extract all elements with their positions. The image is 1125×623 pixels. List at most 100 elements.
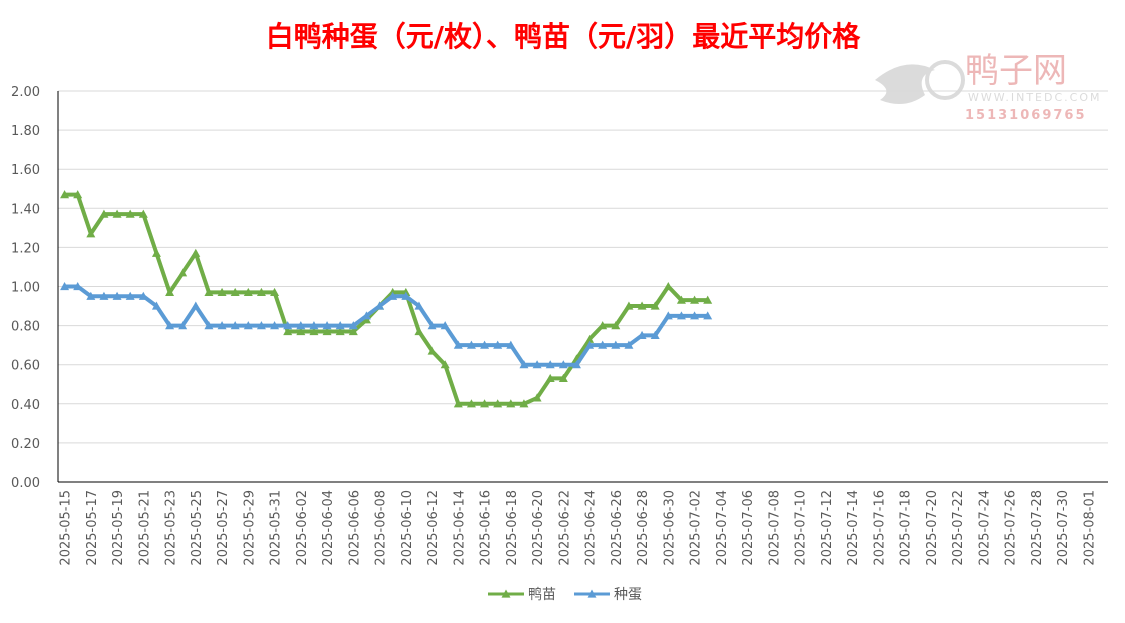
point-marker bbox=[388, 291, 398, 300]
x-tick-label: 2025-06-06 bbox=[347, 490, 362, 566]
point-marker bbox=[650, 330, 660, 339]
point-marker bbox=[558, 360, 568, 369]
point-marker bbox=[375, 301, 385, 310]
point-marker bbox=[138, 209, 148, 218]
point-marker bbox=[99, 209, 109, 218]
point-marker bbox=[545, 373, 555, 382]
point-marker bbox=[283, 321, 293, 330]
x-tick-label: 2025-07-18 bbox=[899, 490, 914, 566]
point-marker bbox=[296, 321, 306, 330]
y-tick-label: 1.00 bbox=[11, 281, 40, 296]
point-marker bbox=[230, 287, 240, 296]
x-tick-label: 2025-05-15 bbox=[59, 490, 74, 566]
point-marker bbox=[204, 287, 214, 296]
point-marker bbox=[506, 340, 516, 349]
x-tick-label: 2025-06-22 bbox=[557, 490, 572, 566]
watermark-logo-ring bbox=[925, 60, 965, 100]
point-marker bbox=[335, 326, 345, 336]
point-marker bbox=[519, 399, 529, 408]
point-marker bbox=[637, 301, 647, 310]
point-marker bbox=[703, 295, 713, 304]
point-marker bbox=[427, 346, 437, 355]
x-tick-label: 2025-07-10 bbox=[794, 490, 809, 566]
y-tick-label: 0.40 bbox=[11, 398, 40, 413]
point-marker bbox=[624, 301, 634, 310]
point-marker bbox=[270, 287, 280, 296]
x-tick-label: 2025-06-24 bbox=[584, 490, 599, 566]
x-tick-label: 2025-07-08 bbox=[767, 490, 782, 566]
x-tick-label: 2025-06-14 bbox=[452, 490, 467, 566]
point-marker bbox=[401, 291, 411, 300]
point-marker bbox=[230, 321, 240, 330]
x-tick-label: 2025-08-01 bbox=[1082, 490, 1097, 566]
chart-title: 白鸭种蛋（元/枚）、鸭苗（元/羽）最近平均价格 bbox=[266, 20, 861, 53]
x-tick-label: 2025-07-24 bbox=[977, 490, 992, 566]
x-tick-label: 2025-07-16 bbox=[872, 490, 887, 566]
x-tick-label: 2025-05-19 bbox=[111, 490, 126, 566]
point-marker bbox=[217, 287, 227, 296]
x-tick-label: 2025-07-02 bbox=[689, 490, 704, 566]
x-tick-label: 2025-06-10 bbox=[400, 490, 415, 566]
x-tick-label: 2025-07-14 bbox=[846, 490, 861, 566]
x-tick-label: 2025-07-22 bbox=[951, 490, 966, 566]
y-tick-label: 2.00 bbox=[11, 85, 40, 100]
point-marker bbox=[532, 393, 542, 402]
legend-label: 鸭苗 bbox=[528, 587, 556, 603]
point-marker bbox=[440, 321, 450, 330]
point-marker bbox=[99, 291, 109, 300]
y-tick-label: 1.20 bbox=[11, 241, 40, 256]
x-tick-label: 2025-07-06 bbox=[741, 490, 756, 566]
point-marker bbox=[270, 321, 280, 330]
point-marker bbox=[178, 321, 188, 330]
x-tick-label: 2025-05-17 bbox=[85, 490, 100, 566]
watermark-brand: 鸭子网 bbox=[965, 51, 1067, 91]
point-marker bbox=[151, 248, 161, 257]
point-marker bbox=[545, 360, 555, 369]
point-marker bbox=[243, 321, 253, 330]
y-tick-label: 1.60 bbox=[11, 163, 40, 178]
point-marker bbox=[532, 360, 542, 369]
watermark: 鸭子网 WWW.INTEDC.COM 15131069765 bbox=[875, 51, 1099, 123]
point-marker bbox=[519, 360, 529, 369]
point-marker bbox=[611, 321, 621, 330]
point-marker bbox=[322, 321, 332, 330]
point-marker bbox=[453, 340, 463, 349]
point-marker bbox=[466, 340, 476, 349]
point-marker bbox=[585, 340, 595, 349]
point-marker bbox=[73, 190, 83, 199]
point-marker bbox=[60, 282, 70, 291]
x-tick-label: 2025-06-28 bbox=[636, 490, 651, 566]
watermark-phone: 15131069765 bbox=[965, 108, 1087, 123]
point-marker bbox=[480, 340, 490, 349]
x-tick-label: 2025-05-27 bbox=[216, 490, 231, 566]
point-marker bbox=[178, 268, 188, 277]
x-tick-label: 2025-07-28 bbox=[1030, 490, 1045, 566]
point-marker bbox=[506, 399, 516, 408]
point-marker bbox=[86, 291, 96, 300]
x-tick-label: 2025-05-25 bbox=[190, 490, 205, 566]
y-tick-label: 0.00 bbox=[11, 476, 40, 491]
x-tick-label: 2025-05-21 bbox=[137, 490, 152, 566]
x-tick-label: 2025-07-12 bbox=[820, 490, 835, 566]
point-marker bbox=[204, 321, 214, 330]
x-tick-label: 2025-05-31 bbox=[269, 490, 284, 566]
point-marker bbox=[165, 287, 175, 296]
y-tick-label: 1.80 bbox=[11, 124, 40, 139]
point-marker bbox=[309, 321, 319, 330]
point-marker bbox=[361, 311, 371, 320]
point-marker bbox=[571, 360, 581, 369]
point-marker bbox=[427, 321, 437, 330]
point-marker bbox=[348, 321, 358, 330]
x-tick-label: 2025-06-16 bbox=[479, 490, 494, 566]
point-marker bbox=[650, 301, 660, 310]
point-marker bbox=[690, 311, 700, 320]
point-marker bbox=[296, 326, 306, 336]
x-tick-label: 2025-06-26 bbox=[610, 490, 625, 566]
point-marker bbox=[676, 295, 686, 304]
x-tick-label: 2025-07-26 bbox=[1004, 490, 1019, 566]
point-marker bbox=[165, 321, 175, 330]
point-marker bbox=[637, 330, 647, 339]
point-marker bbox=[243, 287, 253, 296]
